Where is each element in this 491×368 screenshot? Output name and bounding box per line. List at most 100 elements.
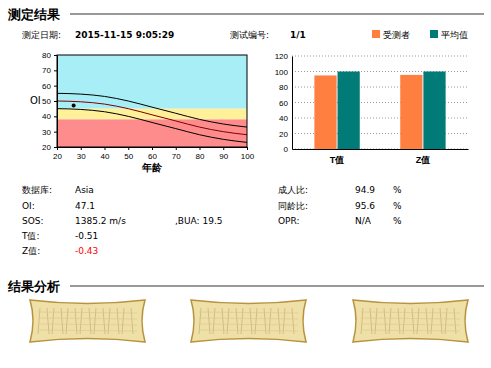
tick-mark bbox=[128, 147, 129, 150]
trabecula bbox=[255, 308, 257, 334]
tick-label: 20 bbox=[279, 130, 288, 139]
tick: 20 bbox=[42, 143, 57, 152]
band bbox=[57, 55, 247, 109]
axis-line bbox=[293, 149, 469, 150]
trabecula bbox=[292, 308, 294, 334]
tick-mark bbox=[54, 101, 57, 102]
label: OI: bbox=[22, 201, 35, 211]
tick-label: 40 bbox=[101, 152, 110, 161]
label: 成人比: bbox=[278, 185, 308, 195]
tick-mark bbox=[223, 147, 224, 150]
bar bbox=[423, 72, 445, 150]
bone-outline bbox=[191, 300, 306, 342]
trabecula bbox=[250, 308, 252, 334]
tick: Z值 bbox=[416, 149, 431, 165]
tick: 70 bbox=[42, 66, 57, 75]
tick-label: 100 bbox=[241, 152, 255, 161]
tick-label: 80 bbox=[42, 51, 51, 60]
bone-outline bbox=[353, 300, 468, 342]
tick-label: 100 bbox=[275, 68, 289, 77]
x-axis: 2030405060708090100 bbox=[53, 147, 255, 161]
trabecula bbox=[403, 308, 405, 334]
trabecula bbox=[38, 330, 137, 331]
bone-outline bbox=[30, 300, 145, 342]
tick: 80 bbox=[279, 83, 292, 92]
tick-mark bbox=[54, 70, 57, 71]
tick: 50 bbox=[42, 97, 57, 106]
tick-mark bbox=[200, 147, 201, 150]
tick-label: 50 bbox=[124, 152, 133, 161]
reference-curve bbox=[57, 109, 247, 143]
tick: 100 bbox=[241, 147, 255, 161]
value: 1/1 bbox=[290, 30, 306, 40]
trabecula bbox=[108, 308, 110, 334]
rule bbox=[70, 286, 484, 287]
tick-mark bbox=[176, 147, 177, 150]
trabecula bbox=[361, 330, 460, 331]
unit: % bbox=[393, 201, 402, 211]
bone-image bbox=[30, 300, 145, 342]
trabecula bbox=[241, 308, 243, 334]
label: OPR: bbox=[278, 216, 300, 226]
tick: 60 bbox=[42, 82, 57, 91]
trabecula bbox=[431, 308, 433, 334]
value: 1385.2 m/s bbox=[75, 216, 126, 226]
legend-label: 受测者 bbox=[383, 30, 410, 40]
plot-area bbox=[314, 72, 445, 150]
label: T值: bbox=[21, 231, 40, 241]
unit: % bbox=[393, 185, 402, 195]
section-title: 测定结果 bbox=[7, 7, 61, 22]
grid-line bbox=[292, 56, 468, 57]
tick-mark bbox=[81, 147, 82, 150]
tick-label: 80 bbox=[279, 83, 288, 92]
legend-swatch bbox=[430, 30, 438, 38]
tick: 60 bbox=[279, 99, 292, 108]
band bbox=[57, 109, 247, 120]
trabecula bbox=[283, 308, 285, 334]
tick-mark bbox=[54, 147, 57, 148]
trabecula bbox=[199, 318, 298, 319]
trabecula bbox=[122, 308, 124, 334]
trabecula bbox=[361, 312, 460, 313]
value: ,BUA: 19.5 bbox=[175, 216, 223, 226]
tick-label: 20 bbox=[53, 152, 62, 161]
tick-mark bbox=[54, 116, 57, 117]
trabecula bbox=[361, 318, 460, 319]
tick: 20 bbox=[53, 147, 62, 161]
trabecula bbox=[199, 324, 298, 325]
trabecula bbox=[94, 308, 96, 334]
trabecula bbox=[278, 308, 280, 334]
tick: 50 bbox=[124, 147, 133, 161]
trabecula bbox=[412, 308, 414, 334]
tick: 120 bbox=[275, 52, 292, 61]
tick-mark bbox=[152, 147, 153, 150]
value: -0.43 bbox=[75, 246, 98, 256]
plot-frame bbox=[57, 55, 247, 147]
trabecula bbox=[440, 308, 442, 334]
tick-label: 60 bbox=[148, 152, 157, 161]
label: 测定日期: bbox=[22, 30, 61, 40]
tick: 70 bbox=[172, 147, 181, 161]
trabecula bbox=[103, 308, 105, 334]
axis-title: OI bbox=[30, 95, 41, 106]
trabecula bbox=[89, 308, 91, 334]
value: 2015-11-15 9:05:29 bbox=[75, 30, 174, 40]
value: -0.51 bbox=[75, 231, 98, 241]
trabecula bbox=[361, 324, 460, 325]
tick: 30 bbox=[42, 128, 57, 137]
trabecula bbox=[269, 308, 271, 334]
plot-area bbox=[57, 55, 247, 147]
tick-label: 0 bbox=[284, 145, 289, 154]
tick: 0 bbox=[284, 145, 292, 154]
subject-point bbox=[72, 103, 76, 107]
tick-label: 120 bbox=[275, 52, 289, 61]
tick: 80 bbox=[42, 51, 57, 60]
trabecula bbox=[445, 308, 447, 334]
tick-label: 60 bbox=[279, 99, 288, 108]
tick-mark bbox=[247, 147, 248, 150]
tick: 100 bbox=[275, 68, 292, 77]
trabecula bbox=[454, 308, 456, 334]
value: 95.6 bbox=[355, 201, 375, 211]
trabecula bbox=[117, 308, 119, 334]
rule bbox=[70, 14, 484, 15]
